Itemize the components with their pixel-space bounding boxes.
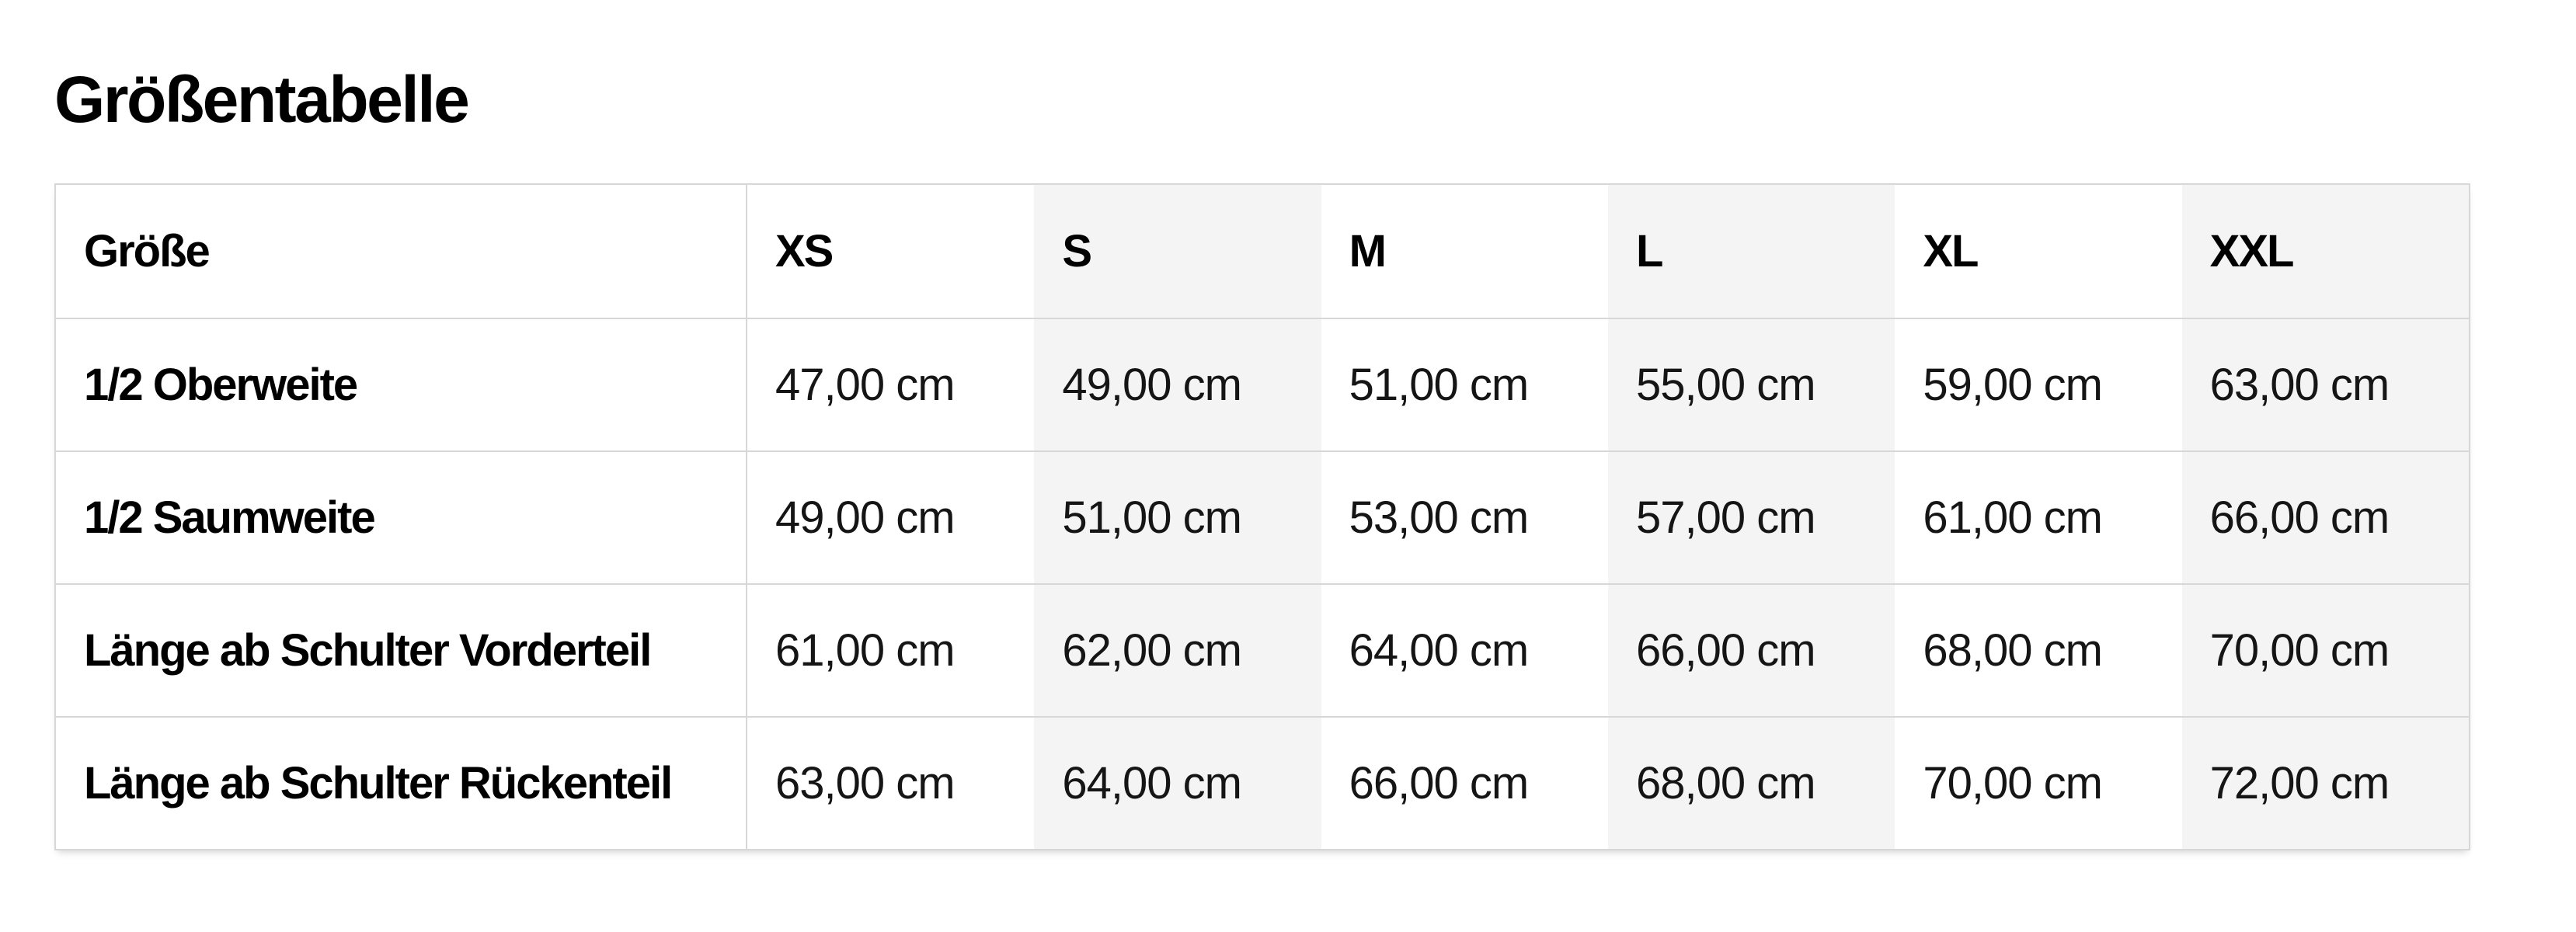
header-row: Größe XS S M L XL XXL — [56, 185, 2469, 318]
value-cell: 51,00 cm — [1034, 450, 1321, 583]
value-cell: 66,00 cm — [1321, 716, 1608, 849]
page: { "page": { "title": "Größentabelle" }, … — [0, 67, 2576, 932]
table-row: Länge ab Schulter Vorderteil 61,00 cm 62,0… — [56, 583, 2469, 716]
value-cell: 59,00 cm — [1895, 318, 2182, 450]
table-row: 1/2 Oberweite 47,00 cm 49,00 cm 51,00 cm 55,… — [56, 318, 2469, 450]
column-header-s: S — [1034, 185, 1321, 318]
table-row: Länge ab Schulter Rückenteil 63,00 cm 64,0… — [56, 716, 2469, 849]
size-table: Größe XS S M L XL XXL 1/2 Oberweite 47,00 cm 49,… — [54, 183, 2470, 850]
value-cell: 53,00 cm — [1321, 450, 1608, 583]
value-cell: 51,00 cm — [1321, 318, 1608, 450]
value-cell: 66,00 cm — [2181, 450, 2469, 583]
value-cell: 64,00 cm — [1321, 583, 1608, 716]
column-header-xl: XL — [1923, 226, 1979, 276]
size-table-container: Größe XS S M L XL XXL 1/2 Oberweite 47,00 cm 49,… — [54, 183, 2470, 850]
value-cell: 61,00 cm — [747, 583, 1035, 716]
value-cell: 49,00 cm — [747, 450, 1035, 583]
size-table-body: 1/2 Oberweite 47,00 cm 49,00 cm 51,00 cm 55,… — [56, 318, 2469, 849]
value-cell: 72,00 cm — [2181, 716, 2469, 849]
column-header-xs: XS — [775, 226, 834, 276]
row-label: Länge ab Schulter Rückenteil — [56, 716, 747, 849]
value-cell: 61,00 cm — [1895, 450, 2182, 583]
column-header-m: M — [1349, 226, 1387, 276]
value-cell: 68,00 cm — [1895, 583, 2182, 716]
row-label: 1/2 Oberweite — [56, 318, 747, 450]
value-cell: 70,00 cm — [2181, 583, 2469, 716]
column-header-l: L — [1607, 185, 1895, 318]
page-title: Größentabelle — [54, 63, 470, 136]
size-table-head: Größe XS S M L XL XXL — [56, 185, 2469, 318]
row-label: Länge ab Schulter Vorderteil — [56, 583, 747, 716]
value-cell: 47,00 cm — [747, 318, 1035, 450]
value-cell: 62,00 cm — [1034, 583, 1321, 716]
value-cell: 49,00 cm — [1034, 318, 1321, 450]
value-cell: 64,00 cm — [1034, 716, 1321, 849]
column-header-xxl: XXL — [2181, 185, 2469, 318]
value-cell: 70,00 cm — [1895, 716, 2182, 849]
value-cell: 68,00 cm — [1607, 716, 1895, 849]
value-cell: 66,00 cm — [1607, 583, 1895, 716]
corner-header-groesse: Größe — [56, 185, 747, 318]
value-cell: 57,00 cm — [1607, 450, 1895, 583]
value-cell: 63,00 cm — [2181, 318, 2469, 450]
value-cell: 63,00 cm — [747, 716, 1035, 849]
row-label: 1/2 Saumweite — [56, 450, 747, 583]
value-cell: 55,00 cm — [1607, 318, 1895, 450]
table-row: 1/2 Saumweite 49,00 cm 51,00 cm 53,00 cm 57,… — [56, 450, 2469, 583]
